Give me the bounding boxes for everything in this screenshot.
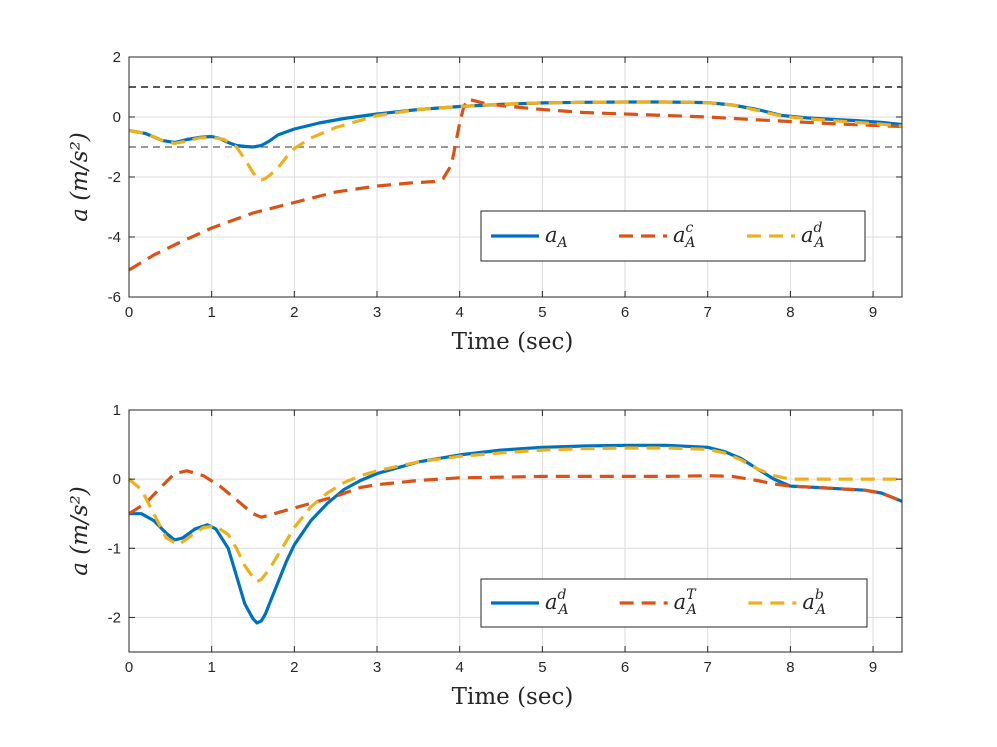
bottom-plot-legend: ad A aT A ab A bbox=[480, 578, 868, 628]
top-plot-legend-label: ad A bbox=[801, 220, 825, 251]
top-plot-legend-label: aA bbox=[545, 223, 568, 251]
top-plot-ytick-label: 0 bbox=[113, 109, 121, 126]
bottom-plot-xtick-label: 0 bbox=[125, 659, 133, 676]
bottom-plot-legend-label: ad A bbox=[545, 587, 569, 618]
top-plot-ytick-label: -2 bbox=[108, 169, 121, 186]
bottom-plot: 0 1 2 3 4 5 6 7 8 910-1-2 Time (sec) a (m/s²) ad A… bbox=[67, 402, 903, 710]
top-plot-xtick-label: 7 bbox=[704, 304, 712, 321]
bottom-plot-ytick-label: -2 bbox=[108, 609, 121, 626]
bottom-plot-legend-label: aT A bbox=[674, 587, 698, 618]
bottom-plot-legend-box bbox=[480, 578, 868, 628]
top-plot-xtick-label: 1 bbox=[208, 304, 216, 321]
top-plot: 0 1 2 3 4 5 6 7 8 9 2 0 -2 -4 -6 Time (sec) a (m/s²) a… bbox=[67, 49, 903, 355]
top-plot-xtick-label: 4 bbox=[456, 304, 464, 321]
bottom-plot-xtick-label: 4 bbox=[456, 659, 464, 676]
bottom-plot-xtick-label: 6 bbox=[621, 659, 629, 676]
bottom-plot-xtick-label: 9 bbox=[869, 659, 877, 676]
top-plot-xtick-label: 3 bbox=[373, 304, 381, 321]
bottom-plot-axes-box bbox=[128, 409, 903, 653]
top-plot-xtick-label: 5 bbox=[538, 304, 546, 321]
bottom-plot-series-a-a-t bbox=[128, 469, 903, 519]
top-plot-legend: aA ac A ad A bbox=[480, 210, 866, 262]
bottom-plot-ylabel: a (m/s²) bbox=[67, 486, 93, 576]
top-plot-series-a-a-d bbox=[128, 100, 903, 182]
top-plot-xtick-label: 8 bbox=[786, 304, 794, 321]
top-plot-xtick-label: 6 bbox=[621, 304, 629, 321]
bottom-plot-ytick-label: 1 bbox=[113, 402, 121, 419]
bottom-plot-xtick-label: 8 bbox=[786, 659, 794, 676]
top-plot-ylabel: a (m/s²) bbox=[67, 132, 93, 222]
bottom-plot-xtick-label: 3 bbox=[373, 659, 381, 676]
top-plot-xtick-label: 2 bbox=[290, 304, 298, 321]
top-plot-ytick-label: -6 bbox=[108, 289, 121, 306]
bottom-plot-series-a-a-b bbox=[127, 446, 902, 584]
bottom-plot-xtick-label: 5 bbox=[538, 659, 546, 676]
bottom-plot-xtick-label: 2 bbox=[290, 659, 298, 676]
bottom-plot-ytick-label: -1 bbox=[108, 540, 121, 557]
top-plot-xtick-label: 9 bbox=[869, 304, 877, 321]
bottom-plot-ytick-label: 0 bbox=[113, 471, 121, 488]
top-plot-series-a-a bbox=[128, 100, 903, 149]
bottom-plot-xlabel: Time (sec) bbox=[452, 684, 574, 710]
top-plot-ytick-label: 2 bbox=[113, 49, 121, 66]
bottom-plot-legend-label: ab A bbox=[802, 587, 826, 618]
bottom-plot-xtick-label: 1 bbox=[208, 659, 216, 676]
top-plot-ytick-label: -4 bbox=[108, 229, 121, 246]
top-plot-xtick-label: 0 bbox=[125, 304, 133, 321]
top-plot-legend-box bbox=[480, 210, 866, 262]
bottom-plot-xtick-label: 7 bbox=[704, 659, 712, 676]
top-plot-xlabel: Time (sec) bbox=[452, 329, 574, 355]
top-plot-legend-label: ac A bbox=[673, 220, 696, 251]
